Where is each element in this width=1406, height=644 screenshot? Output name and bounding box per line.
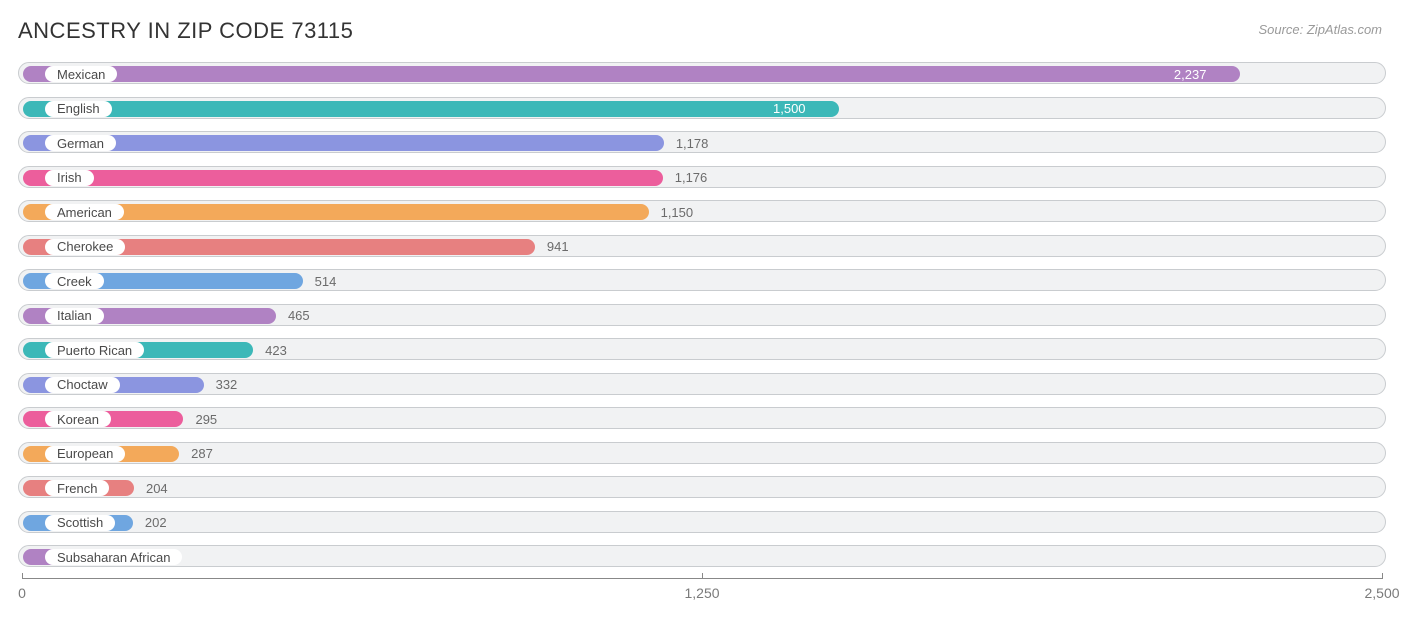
- chart-header: ANCESTRY IN ZIP CODE 73115 Source: ZipAt…: [0, 0, 1406, 56]
- bar-value-label: 1,176: [675, 167, 708, 189]
- bar-track: European 287: [18, 442, 1386, 464]
- x-tick-label: 0: [18, 585, 26, 601]
- bar-row: Irish 1,176: [18, 160, 1386, 195]
- bar-value-label: 204: [146, 477, 168, 499]
- bar-track: Irish 1,176: [18, 166, 1386, 188]
- bar-track: Korean 295: [18, 407, 1386, 429]
- bar-category-label: American: [45, 204, 124, 220]
- bar-track: Creek 514: [18, 269, 1386, 291]
- bar-category-label: Korean: [45, 411, 111, 427]
- bar-value-label: 1,150: [661, 201, 694, 223]
- bar-row: English 1,500: [18, 91, 1386, 126]
- bar-track: Choctaw 332: [18, 373, 1386, 395]
- bar-row: Italian 465: [18, 298, 1386, 333]
- bar-value-label: 514: [315, 270, 337, 292]
- bar-row: European 287: [18, 436, 1386, 471]
- bar-category-label: Creek: [45, 273, 104, 289]
- bar-track: Mexican 2,237: [18, 62, 1386, 84]
- bar-track: Scottish 202: [18, 511, 1386, 533]
- bar-fill: [23, 66, 1240, 82]
- bar-value-label: 2,237: [1174, 63, 1207, 85]
- bar-track: Cherokee 941: [18, 235, 1386, 257]
- bar-track: Subsaharan African174: [18, 545, 1386, 567]
- bar-track: German 1,178: [18, 131, 1386, 153]
- bar-value-label: 1,500: [773, 98, 806, 120]
- bar-value-label: 332: [216, 374, 238, 396]
- bar-category-label: English: [45, 101, 112, 117]
- bars-container: Mexican 2,237 English 1,500 German 1,178 Irish…: [18, 56, 1386, 574]
- chart-source: Source: ZipAtlas.com: [1258, 22, 1382, 37]
- x-tick-label: 1,250: [684, 585, 719, 601]
- chart-title: ANCESTRY IN ZIP CODE 73115: [18, 18, 353, 44]
- bar-category-label: German: [45, 135, 116, 151]
- bar-track: French 204: [18, 476, 1386, 498]
- bar-category-label: European: [45, 446, 125, 462]
- x-tick: [22, 573, 23, 579]
- bar-track: Puerto Rican 423: [18, 338, 1386, 360]
- bar-track: American 1,150: [18, 200, 1386, 222]
- bar-row: Creek 514: [18, 263, 1386, 298]
- x-tick-label: 2,500: [1364, 585, 1399, 601]
- bar-row: Choctaw 332: [18, 367, 1386, 402]
- bar-category-label: Puerto Rican: [45, 342, 144, 358]
- bar-fill: [23, 170, 663, 186]
- bar-category-label: Choctaw: [45, 377, 120, 393]
- bar-category-label: Cherokee: [45, 239, 125, 255]
- bar-category-label: French: [45, 480, 109, 496]
- bar-track: Italian 465: [18, 304, 1386, 326]
- bar-row: Puerto Rican 423: [18, 332, 1386, 367]
- bar-category-label: Subsaharan African: [45, 549, 182, 565]
- bar-value-label: 202: [145, 512, 167, 534]
- bar-track: English 1,500: [18, 97, 1386, 119]
- bar-value-label: 1,178: [676, 132, 709, 154]
- x-tick: [1382, 573, 1383, 579]
- bar-category-label: Mexican: [45, 66, 117, 82]
- bar-row: French 204: [18, 470, 1386, 505]
- bar-value-label: 295: [195, 408, 217, 430]
- x-axis: 01,2502,500: [22, 578, 1382, 608]
- x-tick: [702, 573, 703, 579]
- chart-area: Mexican 2,237 English 1,500 German 1,178 Irish…: [0, 56, 1406, 608]
- bar-fill: [23, 135, 664, 151]
- bar-category-label: Italian: [45, 308, 104, 324]
- bar-row: Scottish 202: [18, 505, 1386, 540]
- bar-row: Subsaharan African174: [18, 539, 1386, 574]
- bar-row: German 1,178: [18, 125, 1386, 160]
- bar-row: Korean 295: [18, 401, 1386, 436]
- bar-category-label: Irish: [45, 170, 94, 186]
- bar-category-label: Scottish: [45, 515, 115, 531]
- bar-row: American 1,150: [18, 194, 1386, 229]
- bar-fill: [23, 101, 839, 117]
- bar-row: Mexican 2,237: [18, 56, 1386, 91]
- bar-row: Cherokee 941: [18, 229, 1386, 264]
- bar-value-label: 465: [288, 305, 310, 327]
- bar-value-label: 423: [265, 339, 287, 361]
- bar-value-label: 941: [547, 236, 569, 258]
- bar-value-label: 287: [191, 443, 213, 465]
